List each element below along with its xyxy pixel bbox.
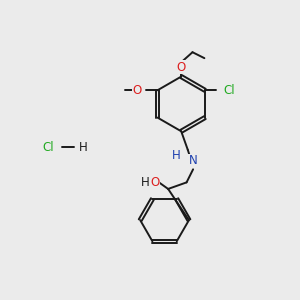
Text: H: H <box>172 149 180 162</box>
Text: N: N <box>189 154 197 167</box>
Text: O: O <box>150 176 159 189</box>
Text: Cl: Cl <box>43 140 54 154</box>
Text: H: H <box>79 140 88 154</box>
Text: O: O <box>177 61 186 74</box>
Text: H: H <box>141 176 149 189</box>
Text: O: O <box>133 84 142 97</box>
Text: Cl: Cl <box>223 84 235 97</box>
